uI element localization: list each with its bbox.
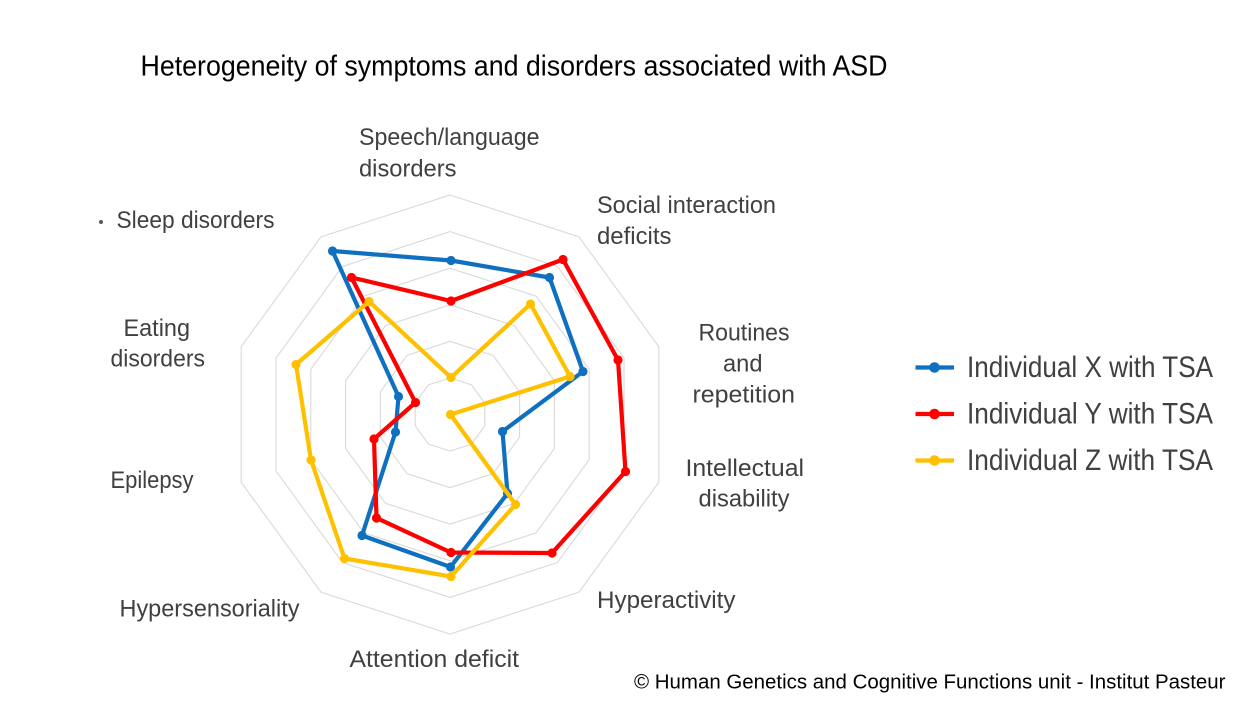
svg-text:disorders: disorders	[111, 346, 206, 373]
svg-text:Speech/language: Speech/language	[359, 124, 540, 151]
svg-text:Hypersensoriality: Hypersensoriality	[120, 596, 300, 623]
svg-text:Eating: Eating	[124, 315, 191, 342]
svg-text:Hyperactivity: Hyperactivity	[597, 587, 736, 614]
svg-text:disorders: disorders	[359, 156, 457, 183]
svg-text:disability: disability	[699, 486, 790, 513]
svg-text:Individual X with TSA: Individual X with TSA	[967, 351, 1213, 384]
svg-text:Attention deficit: Attention deficit	[350, 646, 520, 673]
svg-text:© Human Genetics and Cognitive: © Human Genetics and Cognitive Functions…	[634, 672, 1226, 694]
svg-text:Heterogeneity of symptoms and: Heterogeneity of symptoms and disorders …	[141, 51, 888, 83]
svg-text:repetition: repetition	[693, 382, 796, 409]
svg-text:Epilepsy: Epilepsy	[111, 467, 194, 494]
svg-text:Sleep disorders: Sleep disorders	[117, 207, 275, 234]
svg-text:Routines: Routines	[699, 320, 790, 347]
svg-text:Social interaction: Social interaction	[597, 192, 776, 219]
svg-text:and: and	[723, 351, 763, 378]
svg-text:Individual Y with TSA: Individual Y with TSA	[967, 398, 1213, 431]
svg-text:deficits: deficits	[597, 223, 672, 250]
svg-text:Individual Z with TSA: Individual Z with TSA	[967, 444, 1213, 477]
svg-text:Intellectual: Intellectual	[686, 455, 805, 482]
